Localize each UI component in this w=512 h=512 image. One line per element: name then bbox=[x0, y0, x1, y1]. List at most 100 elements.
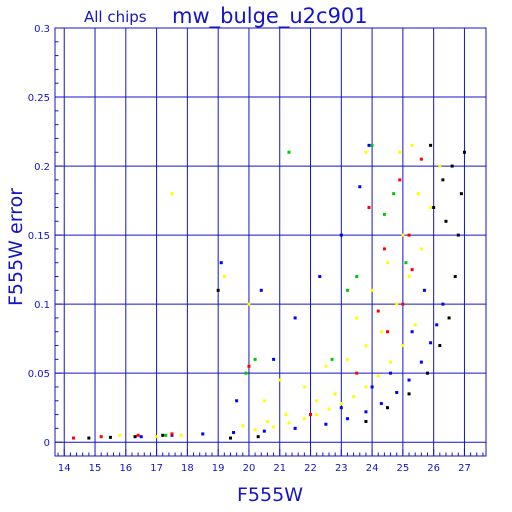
data-point bbox=[216, 288, 220, 292]
grid bbox=[55, 27, 486, 456]
data-point bbox=[161, 433, 165, 437]
data-point bbox=[253, 357, 257, 361]
data-point bbox=[432, 205, 436, 209]
data-point bbox=[293, 426, 297, 430]
data-point bbox=[456, 233, 460, 237]
data-point bbox=[422, 288, 426, 292]
data-point bbox=[376, 374, 380, 378]
data-point bbox=[272, 357, 276, 361]
data-point bbox=[327, 407, 331, 411]
x-tick-label: 17 bbox=[150, 463, 163, 474]
data-point bbox=[228, 436, 232, 440]
data-point bbox=[401, 344, 405, 348]
y-tick-label: 0.1 bbox=[34, 300, 50, 311]
data-point bbox=[401, 302, 405, 306]
data-point bbox=[407, 275, 411, 279]
data-point bbox=[364, 150, 368, 154]
data-point bbox=[410, 330, 414, 334]
plot-frame bbox=[54, 27, 487, 457]
data-point bbox=[419, 157, 423, 161]
data-point bbox=[382, 212, 386, 216]
data-point bbox=[379, 402, 383, 406]
data-point bbox=[155, 435, 159, 439]
y-tick-label: 0.3 bbox=[34, 24, 50, 35]
data-point bbox=[324, 364, 328, 368]
data-point bbox=[419, 247, 423, 251]
data-point bbox=[407, 233, 411, 237]
data-point bbox=[170, 432, 174, 436]
data-point bbox=[355, 371, 359, 375]
data-point bbox=[392, 192, 396, 196]
x-tick-label: 16 bbox=[119, 463, 132, 474]
data-point bbox=[247, 364, 251, 368]
x-tick-label: 23 bbox=[335, 463, 348, 474]
data-point bbox=[453, 275, 457, 279]
data-point bbox=[407, 392, 411, 396]
data-point bbox=[352, 395, 356, 399]
x-tick-label: 20 bbox=[243, 463, 256, 474]
data-point bbox=[370, 143, 374, 147]
data-point bbox=[278, 378, 282, 382]
data-point bbox=[108, 435, 112, 439]
x-tick-label: 21 bbox=[273, 463, 286, 474]
data-point bbox=[382, 247, 386, 251]
data-point bbox=[367, 205, 371, 209]
data-point bbox=[462, 150, 466, 154]
data-point bbox=[219, 261, 223, 265]
y-tick-label: 0.2 bbox=[34, 162, 50, 173]
chart-title: mw_bulge_u2c901 bbox=[172, 4, 368, 29]
data-point bbox=[345, 288, 349, 292]
x-tick-label: 14 bbox=[58, 463, 71, 474]
data-point bbox=[309, 413, 313, 417]
data-point bbox=[407, 378, 411, 382]
data-point bbox=[364, 410, 368, 414]
data-point bbox=[410, 143, 414, 147]
data-point bbox=[222, 275, 226, 279]
data-point bbox=[241, 424, 245, 428]
data-point bbox=[87, 436, 91, 440]
y-axis-label: F555W error bbox=[5, 188, 27, 306]
data-point bbox=[410, 268, 414, 272]
data-point bbox=[287, 421, 291, 425]
data-point bbox=[370, 288, 374, 292]
data-point bbox=[389, 360, 393, 364]
data-point bbox=[284, 413, 288, 417]
data-point bbox=[364, 344, 368, 348]
x-tick-label: 19 bbox=[212, 463, 225, 474]
data-point bbox=[118, 433, 122, 437]
data-point bbox=[170, 192, 174, 196]
data-point bbox=[385, 261, 389, 265]
data-point bbox=[339, 406, 343, 410]
data-point bbox=[293, 316, 297, 320]
series-black bbox=[87, 143, 466, 440]
x-tick-label: 26 bbox=[427, 463, 440, 474]
data-point bbox=[262, 429, 266, 433]
data-point bbox=[429, 205, 433, 209]
data-point bbox=[71, 436, 75, 440]
data-point bbox=[404, 261, 408, 265]
data-point bbox=[401, 233, 405, 237]
data-point bbox=[302, 385, 306, 389]
data-point bbox=[379, 330, 383, 334]
data-point bbox=[444, 219, 448, 223]
x-tick-label: 24 bbox=[366, 463, 379, 474]
data-point bbox=[345, 357, 349, 361]
data-point bbox=[385, 406, 389, 410]
data-point bbox=[459, 192, 463, 196]
data-point bbox=[339, 402, 343, 406]
x-axis-label: F555W bbox=[237, 484, 303, 506]
data-point bbox=[244, 371, 248, 375]
data-point bbox=[450, 164, 454, 168]
data-point bbox=[385, 330, 389, 334]
chart-subtitle: All chips bbox=[84, 8, 147, 26]
data-point bbox=[318, 275, 322, 279]
data-point bbox=[302, 417, 306, 421]
y-tick-label: 0.25 bbox=[28, 93, 50, 104]
x-tick-label: 22 bbox=[304, 463, 317, 474]
series-red bbox=[71, 157, 423, 440]
data-point bbox=[333, 392, 337, 396]
data-point bbox=[315, 413, 319, 417]
data-point bbox=[413, 323, 417, 327]
